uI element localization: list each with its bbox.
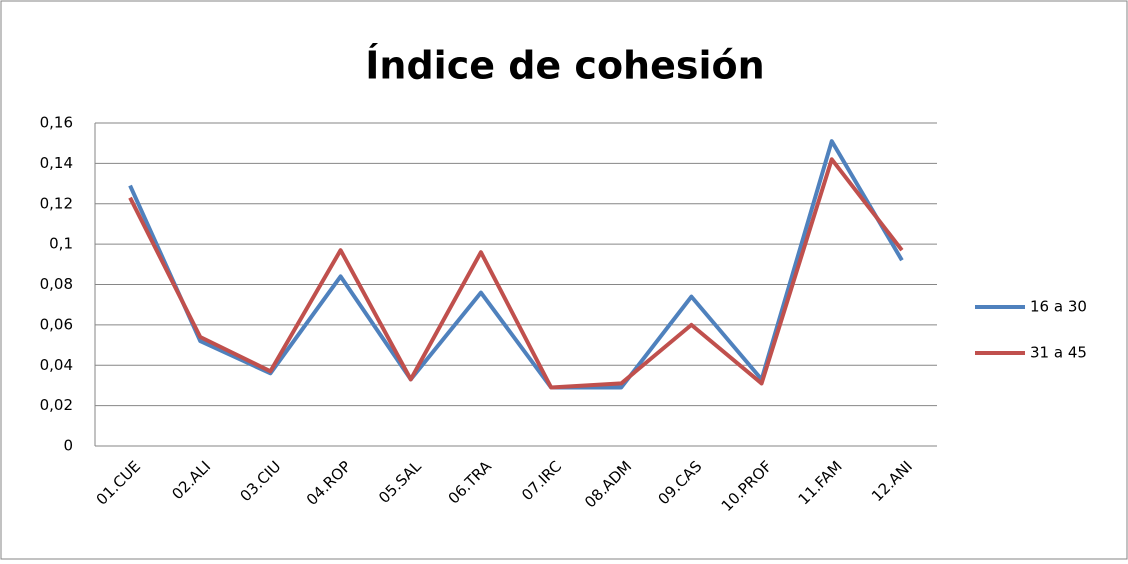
y-tick-label: 0,16 bbox=[40, 114, 73, 132]
y-tick-label: 0 bbox=[63, 437, 73, 455]
y-tick-label: 0,14 bbox=[40, 154, 73, 172]
y-tick-label: 0,12 bbox=[40, 194, 73, 212]
chart-title: Índice de cohesión bbox=[365, 44, 764, 88]
y-tick-label: 0,06 bbox=[40, 315, 73, 333]
y-tick-label: 0,1 bbox=[49, 235, 73, 253]
legend-label: 31 a 45 bbox=[1030, 344, 1087, 362]
y-tick-label: 0,04 bbox=[40, 356, 73, 374]
legend-label: 16 a 30 bbox=[1030, 298, 1087, 316]
series-line bbox=[128, 157, 904, 390]
y-tick-label: 0,02 bbox=[40, 396, 73, 414]
y-tick-label: 0,08 bbox=[40, 275, 73, 293]
